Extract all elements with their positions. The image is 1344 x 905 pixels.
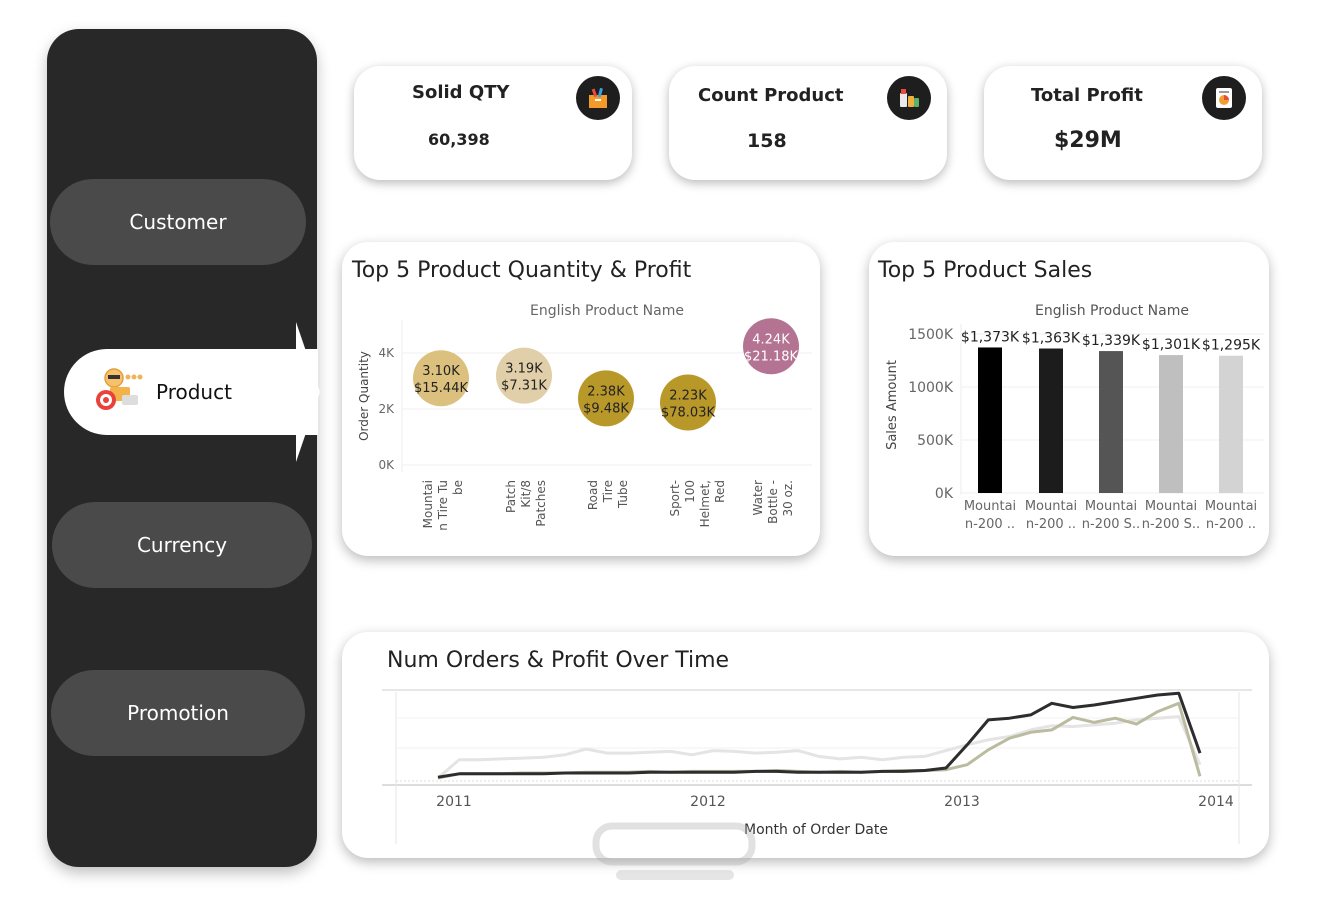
bubble-profit-label: $9.48K: [583, 401, 629, 416]
nav-product-label: Product: [156, 380, 232, 404]
bubble-category-label: Water: [751, 480, 765, 516]
line-chart-title: Num Orders & Profit Over Time: [387, 648, 730, 673]
nav-currency-button[interactable]: Currency: [52, 502, 312, 588]
bubble-category-label: Kit/8: [519, 480, 533, 508]
bubble-category-label: Mountai: [421, 480, 435, 528]
bubble-qty-label: 2.38K: [587, 384, 625, 399]
bar-chart-ylabel: Sales Amount: [885, 360, 900, 450]
bubble-category-label: Sport-: [668, 480, 682, 517]
bubble-qty-label: 3.10K: [422, 364, 460, 379]
bar: [1159, 355, 1183, 493]
line-series: [437, 691, 1202, 779]
report-icon: [1202, 76, 1246, 120]
bar-value-label: $1,295K: [1202, 338, 1261, 354]
bubble-profit-label: $7.31K: [501, 379, 547, 394]
bubble-category-label: 30 oz.: [781, 480, 795, 517]
bar-ytick-label: 500K: [917, 433, 954, 449]
bar-category-label: n-200 S..: [1142, 517, 1200, 532]
bar-chart-title: Top 5 Product Sales: [878, 258, 1093, 283]
bar-value-label: $1,373K: [961, 329, 1020, 345]
bar-category-label: n-200 ..: [1026, 517, 1076, 532]
shopping-box-icon: [576, 76, 620, 120]
product-icon: [94, 365, 146, 420]
bubble-category-label: Patch: [504, 480, 518, 513]
bar-category-label: n-200 S..: [1082, 517, 1140, 532]
kpi-label: Solid QTY: [412, 82, 510, 103]
bubble-ytick-label: 2K: [378, 402, 395, 416]
bar-chart-card: Top 5 Product Sales: [869, 242, 1269, 556]
bubble-category-label: Road: [586, 480, 600, 510]
bubble-chart-header: English Product Name: [530, 303, 684, 319]
bar-value-label: $1,339K: [1082, 333, 1141, 349]
bubble-category-label: Tire: [601, 480, 615, 503]
bar-chart-header: English Product Name: [1035, 303, 1189, 319]
line-xtick-label: 2012: [690, 794, 726, 810]
kpi-value: 158: [747, 130, 787, 152]
line-chart-xlabel: Month of Order Date: [744, 822, 888, 838]
bubble-category-label: Patches: [534, 480, 548, 527]
bubble-point: [743, 318, 799, 375]
bar-category-label: Mountai: [1025, 499, 1077, 514]
bubble-chart-ylabel: Order Quantity: [357, 351, 371, 441]
bubble-qty-label: 4.24K: [752, 332, 790, 347]
nav-customer-button[interactable]: Customer: [50, 179, 306, 265]
bar-category-label: n-200 ..: [1206, 517, 1256, 532]
bubble-category-label: 100: [683, 480, 697, 503]
bubble-profit-label: $78.03K: [661, 406, 715, 421]
bubble-point: [496, 347, 552, 404]
bar: [978, 347, 1002, 493]
line-chart-card: Num Orders & Profit Over Time: [342, 632, 1269, 858]
bubble-category-label: be: [451, 480, 465, 495]
bubble-profit-label: $21.18K: [744, 349, 798, 364]
kpi-value: 60,398: [428, 130, 490, 149]
line-xtick-label: 2013: [944, 794, 980, 810]
bubble-ytick-label: 4K: [378, 346, 395, 360]
line-chart: 2011 2012 2013 2014 Month of Order Date: [382, 689, 1252, 844]
nav-product-button[interactable]: Product: [64, 349, 318, 435]
bar-ytick-label: 1500K: [908, 327, 954, 343]
bubble-qty-label: 2.23K: [669, 389, 707, 404]
bubble-category-label: Bottle -: [766, 480, 780, 524]
products-icon: [887, 76, 931, 120]
bar: [1099, 351, 1123, 493]
line-series: [437, 701, 1202, 780]
kpi-card-count-product: Count Product 158: [669, 66, 947, 180]
bar-category-label: Mountai: [1085, 499, 1137, 514]
bubble-ytick-label: 0K: [378, 458, 395, 472]
bubble-point: [413, 350, 469, 407]
bubble-category-label: Helmet,: [698, 480, 712, 527]
bar-category-label: Mountai: [964, 499, 1016, 514]
bar-category-label: n-200 ..: [965, 517, 1015, 532]
bar: [1039, 348, 1063, 493]
bubble-profit-label: $15.44K: [414, 381, 468, 396]
bar: [1219, 355, 1243, 493]
bar-category-label: Mountai: [1145, 499, 1197, 514]
bubble-qty-label: 3.19K: [505, 362, 543, 377]
bubble-category-label: n Tire Tu: [436, 480, 450, 531]
bubble-category-label: Tube: [616, 480, 630, 509]
bubble-point: [660, 374, 716, 431]
kpi-label: Total Profit: [1031, 85, 1143, 106]
kpi-card-total-profit: Total Profit $29M: [984, 66, 1262, 180]
line-xtick-label: 2014: [1198, 794, 1234, 810]
bubble-chart-title: Top 5 Product Quantity & Profit: [352, 258, 692, 283]
bar-category-label: Mountai: [1205, 499, 1257, 514]
bubble-point: [578, 370, 634, 427]
kpi-label: Count Product: [698, 85, 844, 106]
line-xtick-label: 2011: [436, 794, 472, 810]
nav-promotion-button[interactable]: Promotion: [51, 670, 305, 756]
kpi-value: $29M: [1054, 128, 1122, 153]
line-series: [437, 715, 1202, 780]
bar-value-label: $1,301K: [1142, 337, 1201, 353]
kpi-card-solid-qty: Solid QTY 60,398: [354, 66, 632, 180]
bar-ytick-label: 0K: [935, 486, 954, 502]
bubble-chart: English Product Name Order Quantity 4K 2K 0K…: [357, 303, 812, 531]
bubble-category-label: Red: [713, 480, 727, 503]
bar-value-label: $1,363K: [1022, 331, 1081, 347]
bar-ytick-label: 1000K: [908, 380, 954, 396]
bar-chart: English Product Name Sales Amount 1500K 100…: [885, 303, 1264, 532]
watermark-logo: [590, 818, 760, 892]
